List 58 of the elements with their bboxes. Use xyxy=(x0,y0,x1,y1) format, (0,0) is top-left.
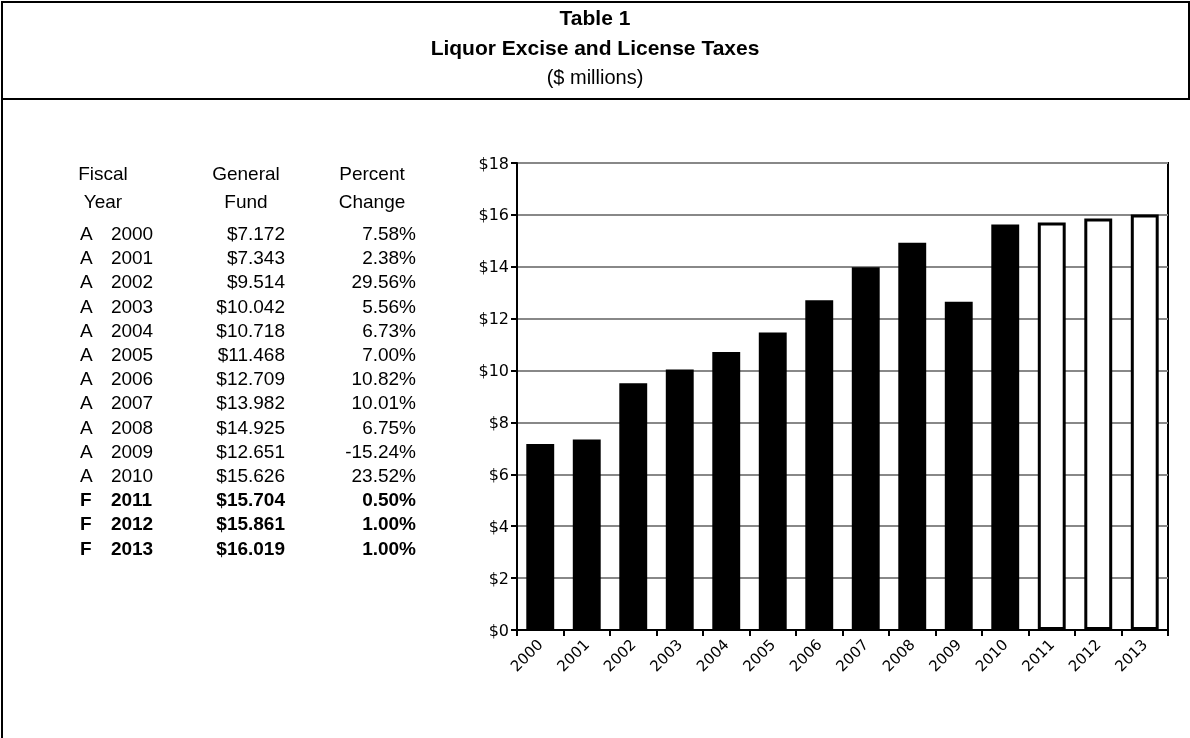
text: $10.042 xyxy=(216,295,285,318)
text: Percent Change xyxy=(337,162,407,214)
text: $12.651 xyxy=(216,440,285,463)
y-tick-label: $10 xyxy=(478,361,509,381)
text: A 2002 xyxy=(80,271,154,294)
text: A 2004 xyxy=(80,319,154,342)
text: A 2009 xyxy=(80,440,154,463)
text: 2.38% xyxy=(362,247,416,270)
text: 7.58% xyxy=(362,223,416,245)
text: $10.718 xyxy=(216,319,285,342)
text: A 2006 xyxy=(80,368,154,391)
y-tick-label: $12 xyxy=(478,309,509,329)
y-tick-label: $18 xyxy=(478,153,509,173)
y-tick-label: $8 xyxy=(488,412,509,432)
text: $16.019 xyxy=(216,537,285,560)
text: 6.75% xyxy=(362,416,416,439)
chart-title: Table 1 xyxy=(558,6,632,30)
text: 10.82% xyxy=(351,368,416,391)
text: A 2000 xyxy=(80,223,154,245)
text: 1.00% xyxy=(362,513,416,536)
text: A 2005 xyxy=(80,344,154,366)
text: F 2011 xyxy=(80,489,153,512)
text: 1.00% xyxy=(362,537,416,560)
text: F 2013 xyxy=(80,537,154,560)
text: -15.24% xyxy=(345,440,416,463)
text: 10.01% xyxy=(351,392,416,415)
text: Fiscal Year xyxy=(77,162,129,214)
text: $15.704 xyxy=(216,489,285,512)
text: 6.73% xyxy=(362,319,416,342)
y-tick-label: $2 xyxy=(488,568,509,588)
text: 23.52% xyxy=(351,465,416,487)
text: A 2007 xyxy=(80,392,154,415)
text: A 2010 xyxy=(80,465,154,487)
text: 5.56% xyxy=(362,295,416,318)
text: 29.56% xyxy=(351,271,416,294)
text: $15.626 xyxy=(216,465,285,487)
text: $14.925 xyxy=(216,416,285,439)
y-tick-label: $14 xyxy=(478,257,509,277)
text: ($ millions) xyxy=(545,66,645,89)
text: $15.861 xyxy=(216,513,285,536)
text: General Fund xyxy=(211,162,281,214)
text: 0.50% xyxy=(362,489,416,512)
text: $7.343 xyxy=(226,247,285,270)
y-tick-label: $6 xyxy=(488,464,509,484)
y-tick-label: $4 xyxy=(488,516,509,536)
text: $9.514 xyxy=(226,271,285,294)
text: F 2012 xyxy=(80,513,154,536)
text: A 2003 xyxy=(80,295,154,318)
chart-subtitle: Liquor Excise and License Taxes xyxy=(429,36,761,60)
text: A 2008 xyxy=(80,416,154,439)
text: A 2001 xyxy=(80,247,154,270)
text: $13.982 xyxy=(216,392,285,415)
y-tick-label: $16 xyxy=(478,205,509,225)
text: $12.709 xyxy=(216,368,285,391)
y-tick-label: $0 xyxy=(488,620,509,640)
text: $7.172 xyxy=(226,223,285,245)
text: $11.468 xyxy=(217,344,285,366)
text: 7.00% xyxy=(362,344,416,366)
